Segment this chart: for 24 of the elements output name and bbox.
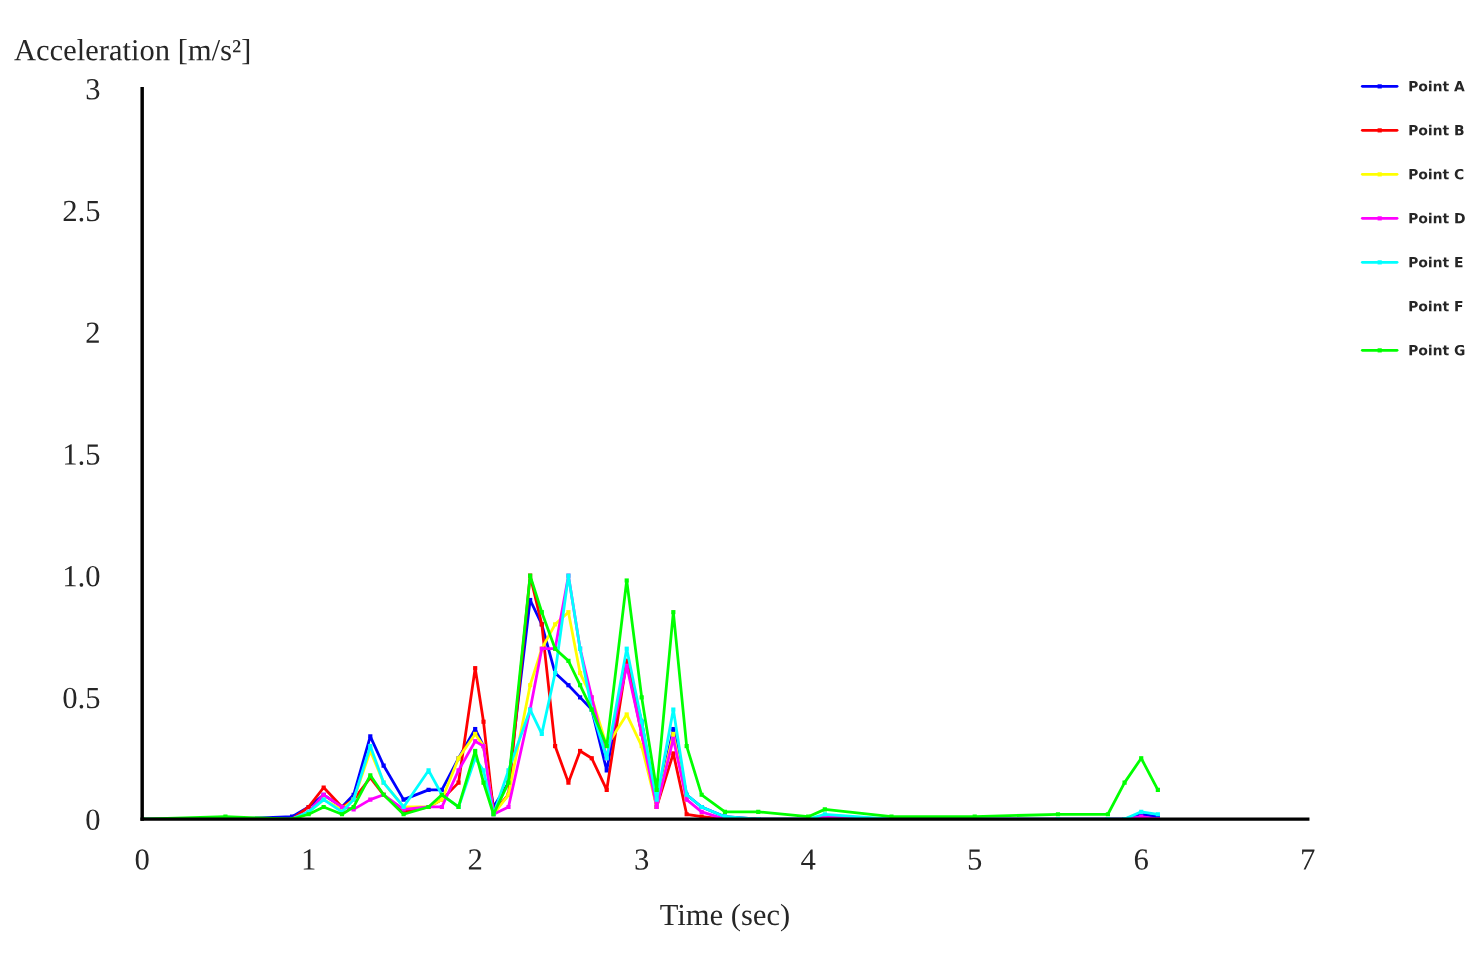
- x-tick-label: 7: [1302, 849, 1315, 870]
- y-tick-label: 2.5: [63, 200, 100, 222]
- x-tick-label: 6: [1134, 849, 1148, 870]
- x-tick-label: 5: [968, 849, 982, 870]
- legend-label: Point A: [1409, 80, 1465, 92]
- y-tick-label: 1.5: [65, 444, 100, 465]
- y-tick-label: 1.0: [65, 565, 100, 587]
- y-tick-label: 0.5: [63, 687, 100, 709]
- y-axis-title: Acceleration [m/s²]: [14, 39, 250, 65]
- legend-label: Point E: [1409, 256, 1463, 268]
- x-axis-title: Time (sec): [660, 903, 789, 932]
- legend-label: Point D: [1409, 212, 1465, 224]
- x-tick-label: 1: [303, 849, 315, 870]
- legend-label: Point B: [1409, 124, 1464, 136]
- y-tick-label: 2: [86, 322, 99, 343]
- y-tick-label: 3: [86, 79, 100, 100]
- x-tick-label: 4: [801, 849, 816, 870]
- x-tick-label: 2: [468, 849, 482, 870]
- x-tick-label: 3: [635, 849, 649, 870]
- legend-label: Point G: [1409, 344, 1465, 356]
- y-tick-label: 0: [86, 809, 100, 831]
- x-tick-label: 0: [135, 849, 149, 870]
- text: Point F: [1409, 300, 1463, 312]
- legend-label: Point C: [1409, 168, 1464, 180]
